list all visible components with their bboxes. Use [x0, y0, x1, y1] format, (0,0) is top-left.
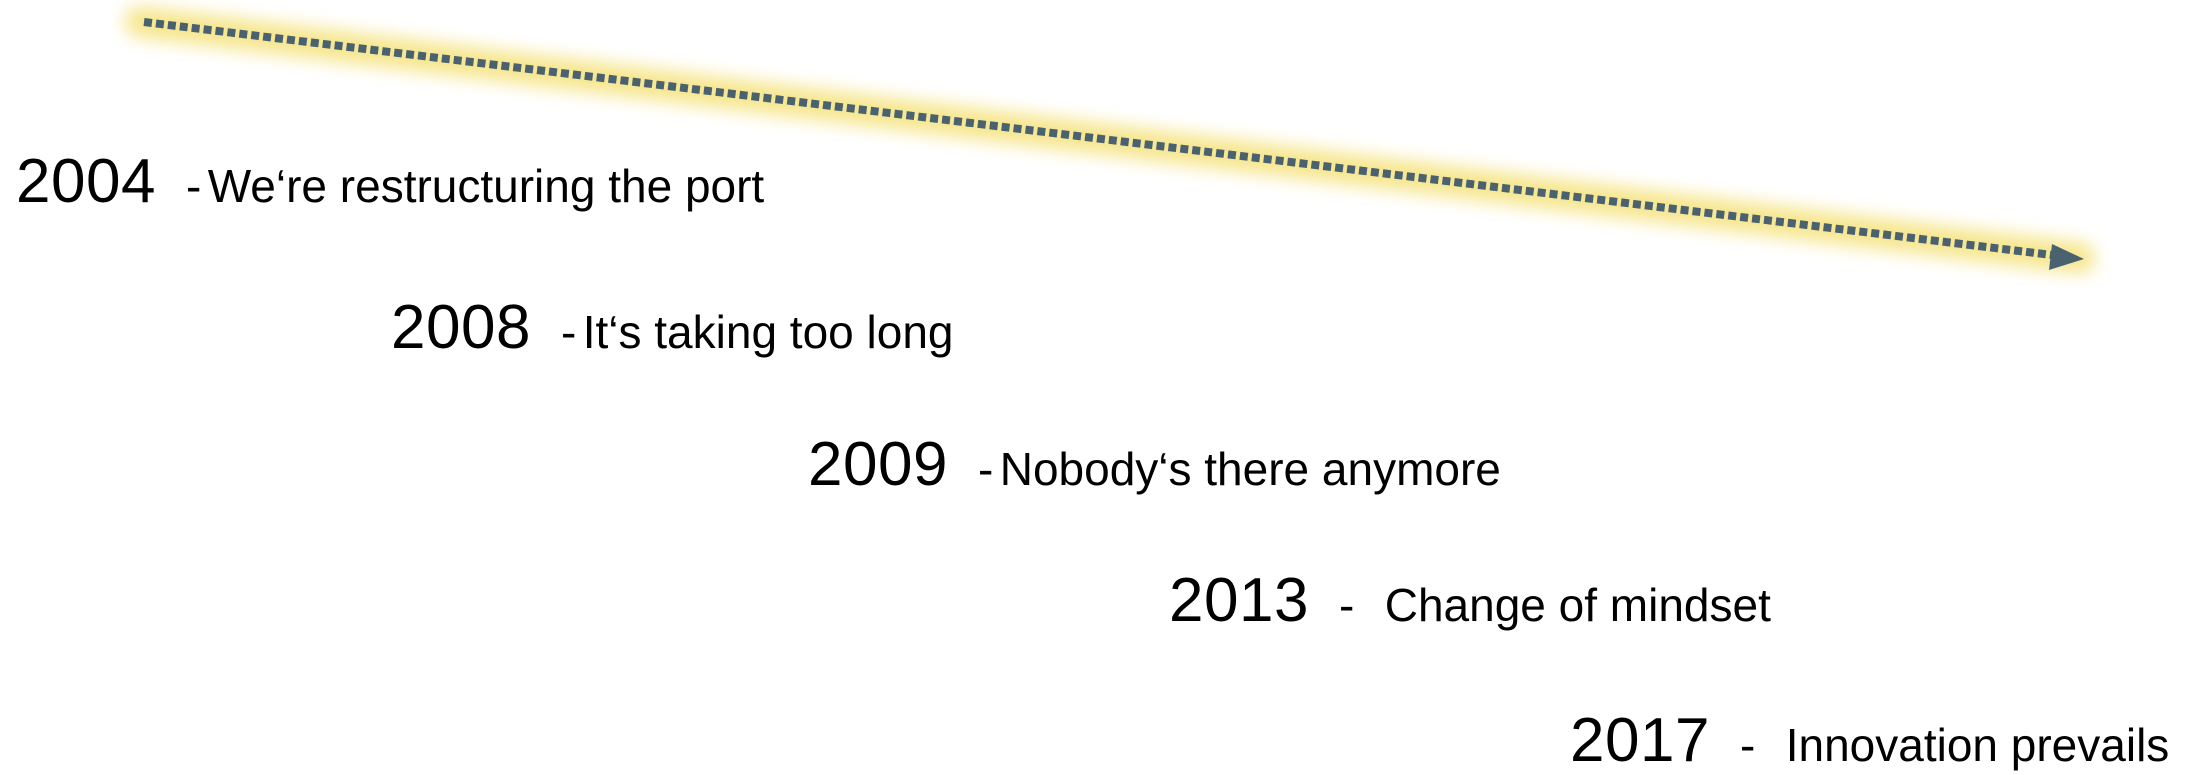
- year-label: 2008: [391, 293, 531, 362]
- milestone-text: Change of mindset: [1384, 579, 1771, 631]
- timeline-entry-2017: 2017- Innovation prevails: [1570, 710, 2169, 772]
- separator: -: [185, 160, 202, 212]
- milestone-text: Nobody‘s there anymore: [999, 443, 1501, 495]
- separator: -: [1739, 719, 1756, 771]
- timeline-entry-2009: 2009- Nobody‘s there anymore: [808, 434, 1501, 496]
- year-label: 2017: [1570, 706, 1710, 775]
- separator: -: [977, 443, 994, 495]
- arrow-shaft: [143, 18, 2053, 259]
- timeline-entry-2004: 2004- We‘re restructuring the port: [16, 151, 764, 213]
- separator: -: [560, 306, 577, 358]
- year-label: 2004: [16, 147, 156, 216]
- year-label: 2013: [1169, 566, 1309, 635]
- arrow-head: [2049, 244, 2084, 270]
- timeline-entry-2008: 2008- It‘s taking too long: [391, 297, 954, 359]
- year-label: 2009: [808, 430, 948, 499]
- timeline-entry-2013: 2013- Change of mindset: [1169, 570, 1771, 632]
- separator: -: [1338, 579, 1355, 631]
- milestone-text: We‘re restructuring the port: [207, 160, 765, 212]
- milestone-text: Innovation prevails: [1785, 719, 2170, 771]
- milestone-text: It‘s taking too long: [582, 306, 954, 358]
